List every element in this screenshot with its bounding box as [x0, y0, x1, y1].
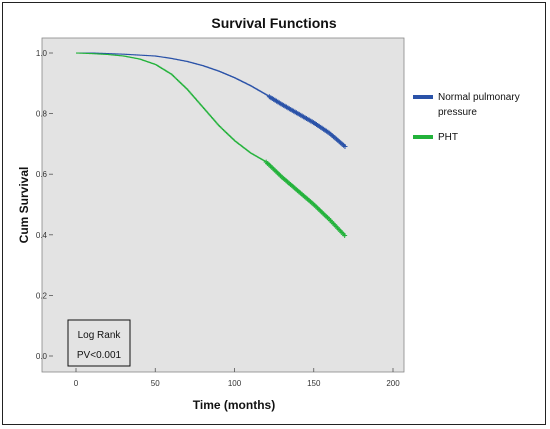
- x-axis: 0 50 100 150 200: [74, 368, 400, 388]
- x-tick-label: 150: [307, 379, 321, 388]
- log-rank-box: Log Rank PV<0.001: [67, 319, 131, 367]
- legend: Normal pulmonary pressure PHT: [413, 92, 520, 143]
- x-axis-label: Time (months): [193, 398, 275, 412]
- log-rank-box-border: [67, 319, 131, 367]
- chart-title: Survival Functions: [211, 15, 336, 31]
- y-axis: 0.0 0.2 0.4 0.6 0.8 1.0: [36, 49, 53, 361]
- censor-mark: [342, 144, 348, 150]
- x-tick-label: 200: [386, 379, 400, 388]
- series-layer: [76, 52, 348, 238]
- legend-label-normal-line1: Normal pulmonary: [438, 92, 520, 103]
- y-tick-label: 0.6: [36, 170, 48, 179]
- legend-label-pht: PHT: [438, 132, 458, 143]
- series-pht: [76, 52, 348, 238]
- y-tick-label: 1.0: [36, 49, 48, 58]
- plot-area: [41, 37, 405, 373]
- legend-label-normal-line2: pressure: [438, 107, 477, 118]
- series-normal-pulmonary-pressure: [76, 52, 348, 150]
- y-tick-label: 0.2: [36, 291, 48, 300]
- x-tick-label: 100: [228, 379, 242, 388]
- censor-mark: [342, 232, 348, 238]
- y-tick-label: 0.0: [36, 352, 48, 361]
- log-rank-title: Log Rank: [78, 330, 122, 341]
- log-rank-pvalue: PV<0.001: [77, 350, 122, 361]
- x-tick-label: 50: [151, 379, 160, 388]
- x-tick-label: 0: [74, 379, 79, 388]
- y-tick-label: 0.8: [36, 110, 48, 119]
- y-axis-label: Cum Survival: [17, 167, 31, 244]
- y-tick-label: 0.4: [36, 231, 48, 240]
